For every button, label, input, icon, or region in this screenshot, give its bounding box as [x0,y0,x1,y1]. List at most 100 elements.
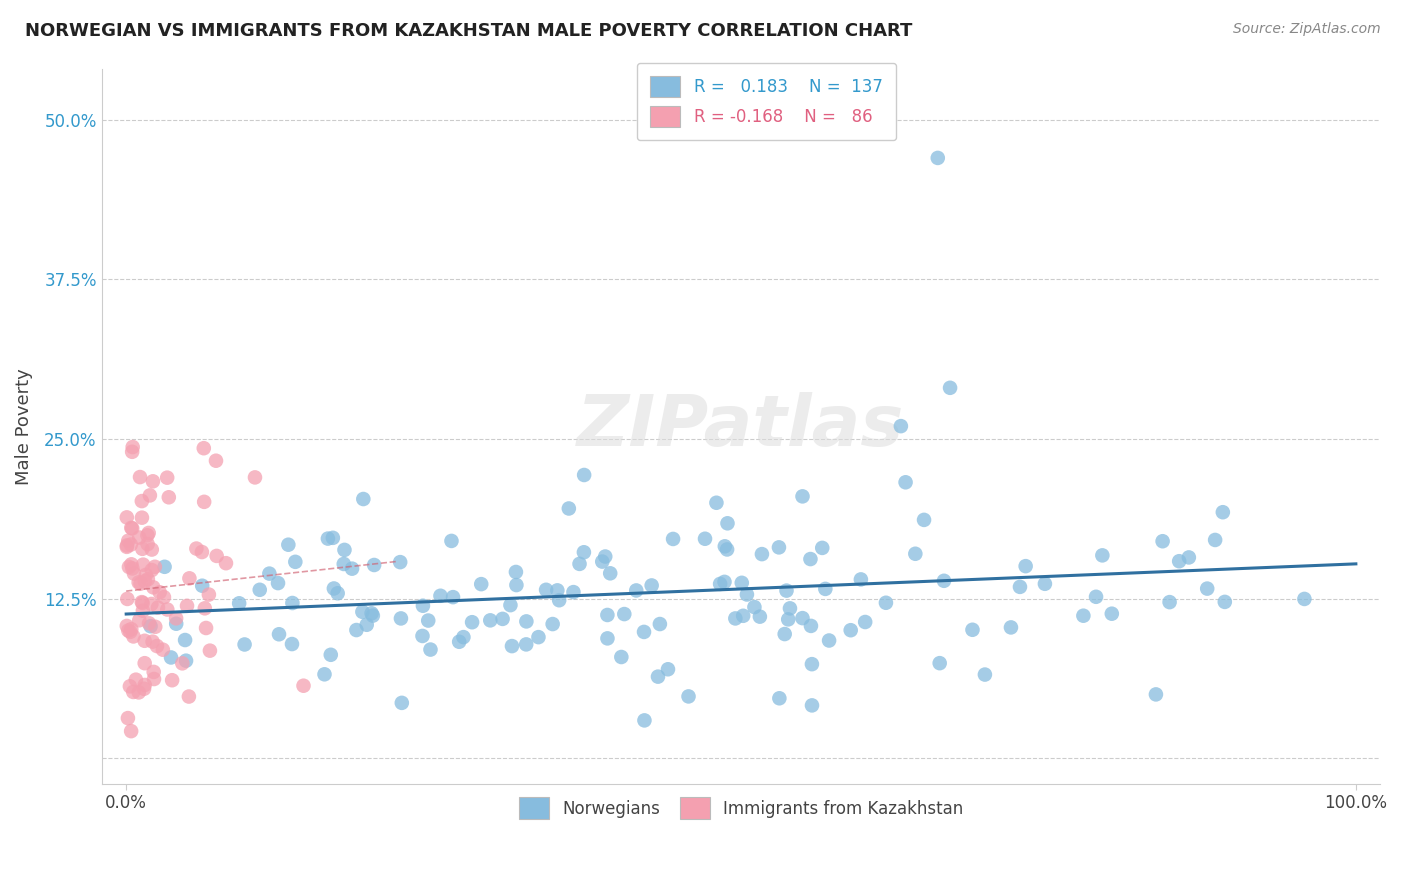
Point [118,560,141,574]
Point [332,557,354,571]
Point [333,542,356,557]
Point [412,599,434,613]
Point [678,690,700,704]
Point [352,605,374,619]
Point [939,381,962,395]
Point [138,616,160,631]
Point [1073,608,1095,623]
Point [633,714,655,728]
Point [499,598,522,612]
Point [748,609,770,624]
Point [128,685,150,699]
Point [131,596,153,610]
Point [449,634,471,648]
Point [440,533,463,548]
Point [153,559,176,574]
Point [118,679,141,693]
Point [122,629,145,643]
Point [131,510,153,524]
Point [1144,687,1167,701]
Point [128,575,150,590]
Point [122,685,145,699]
Point [596,632,619,646]
Point [768,541,790,555]
Point [800,619,823,633]
Point [962,623,984,637]
Point [249,582,271,597]
Point [314,667,336,681]
Point [136,537,159,551]
Point [281,596,304,610]
Point [115,540,138,554]
Point [174,654,197,668]
Point [198,643,221,657]
Point [115,510,138,524]
Point [391,696,413,710]
Point [792,489,814,503]
Point [157,490,180,504]
Point [640,578,662,592]
Point [626,583,648,598]
Text: Source: ZipAtlas.com: Source: ZipAtlas.com [1233,22,1381,37]
Point [633,624,655,639]
Point [153,590,176,604]
Point [128,613,150,627]
Point [179,571,201,585]
Point [117,591,139,606]
Point [801,698,824,713]
Point [647,670,669,684]
Point [128,531,150,545]
Point [875,596,897,610]
Point [735,587,758,601]
Point [344,623,367,637]
Point [1159,595,1181,609]
Point [1212,505,1234,519]
Point [890,419,912,434]
Point [491,612,513,626]
Point [120,558,142,572]
Point [322,582,344,596]
Point [1014,559,1036,574]
Point [117,711,139,725]
Point [138,525,160,540]
Point [662,532,685,546]
Point [768,691,790,706]
Point [121,521,143,535]
Point [546,583,568,598]
Point [714,539,737,553]
Point [198,588,221,602]
Point [912,513,935,527]
Point [120,622,142,636]
Point [117,533,139,548]
Point [120,724,142,739]
Point [599,566,621,581]
Point [733,608,755,623]
Point [534,582,557,597]
Point [1213,595,1236,609]
Point [143,620,166,634]
Point [818,633,841,648]
Text: ZIPatlas: ZIPatlas [578,392,904,460]
Point [411,629,433,643]
Point [894,475,917,490]
Point [792,611,814,625]
Point [849,573,872,587]
Point [186,541,208,556]
Text: NORWEGIAN VS IMMIGRANTS FROM KAZAKHSTAN MALE POVERTY CORRELATION CHART: NORWEGIAN VS IMMIGRANTS FROM KAZAKHSTAN … [25,22,912,40]
Point [174,633,197,648]
Y-axis label: Male Poverty: Male Poverty [15,368,32,484]
Point [778,612,800,626]
Point [932,574,955,588]
Point [149,585,172,599]
Point [591,555,613,569]
Point [610,650,633,665]
Point [120,624,142,639]
Point [429,589,451,603]
Point [284,555,307,569]
Point [134,633,156,648]
Point [973,667,995,681]
Point [143,559,166,574]
Point [501,639,523,653]
Point [927,151,949,165]
Point [136,528,159,542]
